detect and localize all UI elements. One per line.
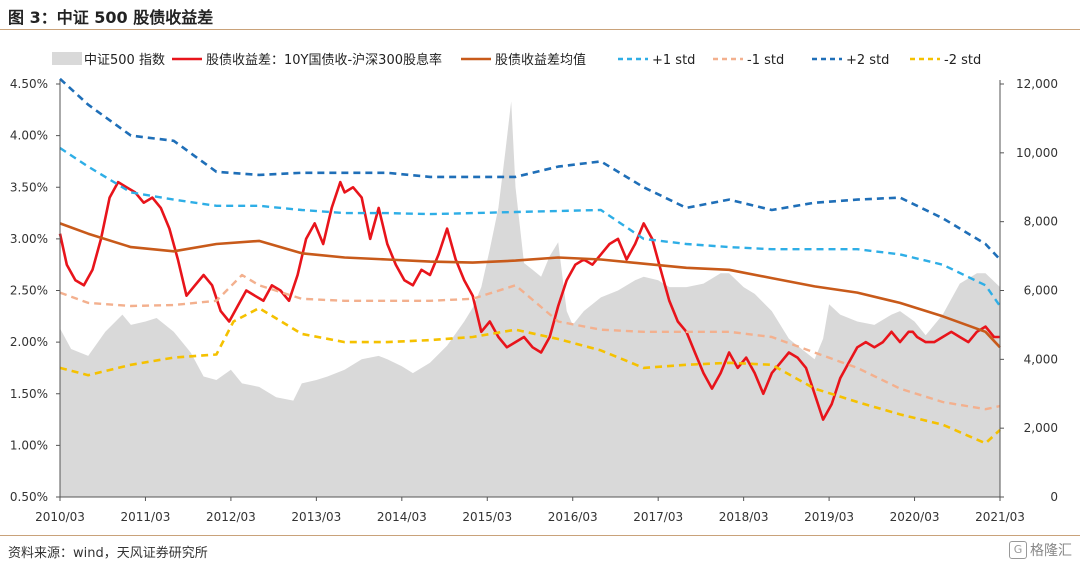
- title-row: 图 3：中证 500 股债收益差: [0, 0, 1080, 30]
- x-tick-label: 2011/03: [121, 510, 171, 524]
- series-plus2std-line: [59, 77, 1001, 261]
- legend-swatch-area: [52, 52, 82, 65]
- x-tick-label: 2015/03: [462, 510, 512, 524]
- y-left-tick-label: 2.50%: [10, 284, 48, 298]
- y-left-tick-label: 3.00%: [10, 232, 48, 246]
- y-right-tick-label: 6,000: [1024, 284, 1058, 298]
- x-tick-label: 2014/03: [377, 510, 427, 524]
- y-right-tick-label: 4,000: [1024, 352, 1058, 366]
- series-minus1std-line: [59, 273, 1001, 411]
- x-tick-label: 2016/03: [548, 510, 598, 524]
- x-tick-label: 2019/03: [804, 510, 854, 524]
- legend-label: 中证500 指数: [84, 53, 165, 68]
- legend-label: +2 std: [846, 53, 889, 68]
- y-left-tick-label: 1.50%: [10, 387, 48, 401]
- y-left-tick-label: 4.00%: [10, 129, 48, 143]
- watermark-logo-icon: G: [1009, 541, 1027, 559]
- watermark: G 格隆汇: [1009, 540, 1072, 560]
- watermark-text: 格隆汇: [1030, 543, 1072, 559]
- chart-title: 图 3：中证 500 股债收益差: [8, 8, 214, 27]
- legend-label: -2 std: [944, 53, 981, 68]
- x-tick-label: 2020/03: [890, 510, 940, 524]
- title-divider: [0, 29, 1080, 30]
- footer-divider: [0, 535, 1080, 536]
- legend-label: 股债收益差均值: [495, 52, 586, 68]
- y-left-tick-label: 4.50%: [10, 77, 48, 91]
- x-tick-label: 2013/03: [291, 510, 341, 524]
- series-mean-line: [59, 222, 1001, 349]
- x-tick-label: 2017/03: [633, 510, 683, 524]
- series-minus2std-line: [59, 306, 1001, 445]
- y-left-tick-label: 0.50%: [10, 490, 48, 504]
- source-note: 资料来源：wind，天风证券研究所: [8, 546, 208, 561]
- y-left-tick-label: 1.00%: [10, 438, 48, 452]
- y-right-tick-label: 2,000: [1024, 421, 1058, 435]
- y-left-tick-label: 3.50%: [10, 180, 48, 194]
- series-spread-line: [58, 180, 1000, 421]
- y-right-tick-label: 12,000: [1016, 77, 1058, 91]
- y-right-tick-label: 8,000: [1024, 215, 1058, 229]
- x-tick-label: 2018/03: [719, 510, 769, 524]
- x-tick-label: 2012/03: [206, 510, 256, 524]
- legend-label: 股债收益差：10Y国债收-沪深300股息率: [206, 52, 442, 68]
- y-left-tick-label: 2.00%: [10, 335, 48, 349]
- legend-label: -1 std: [747, 53, 784, 68]
- chart-canvas: 0.50% 1.00% 1.50% 2.00% 2.50% 3.00% 3.50% 4.00%…: [10, 52, 1058, 524]
- x-tick-label: 2010/03: [35, 510, 85, 524]
- x-tick-label: 2021/03: [975, 510, 1025, 524]
- y-right-tick-label: 10,000: [1016, 146, 1058, 160]
- y-right-tick-label: 0: [1050, 490, 1058, 504]
- legend-label: +1 std: [652, 53, 695, 68]
